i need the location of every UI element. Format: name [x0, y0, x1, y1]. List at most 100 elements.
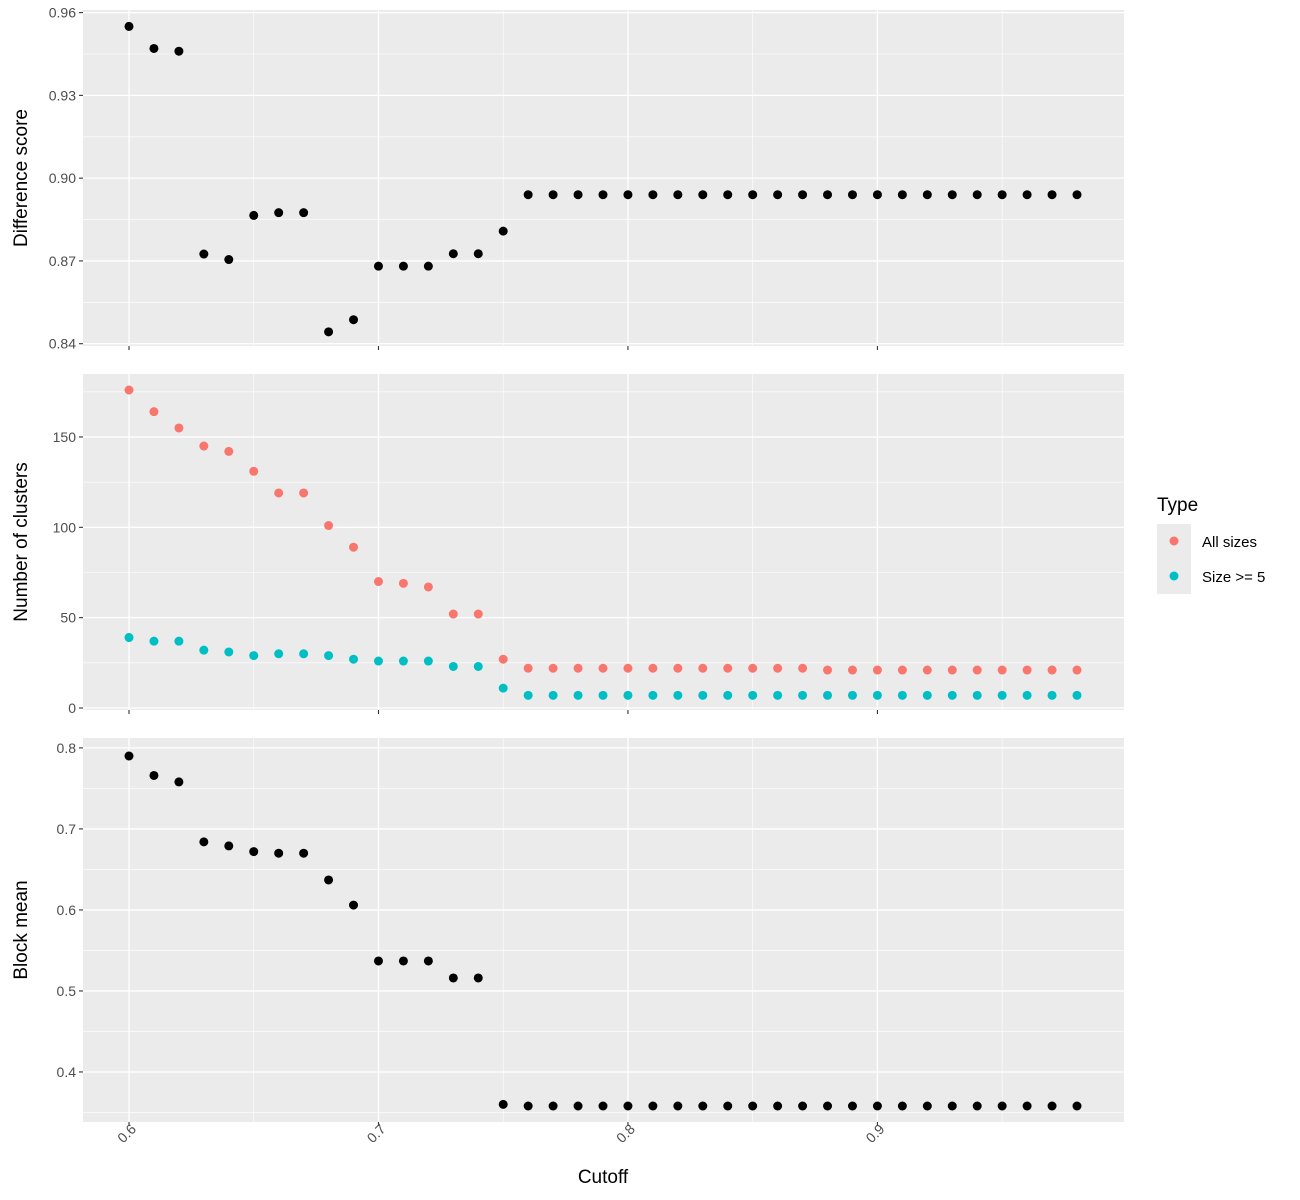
data-point — [1072, 1101, 1082, 1111]
data-point — [823, 690, 833, 700]
data-point — [124, 633, 134, 643]
data-point — [847, 665, 857, 675]
data-point — [773, 690, 783, 700]
data-point — [922, 1101, 932, 1111]
data-point — [1047, 690, 1057, 700]
data-point — [224, 647, 234, 657]
data-point — [922, 690, 932, 700]
data-point — [249, 466, 259, 476]
data-point — [373, 656, 383, 666]
data-point — [349, 315, 359, 325]
data-point — [299, 848, 309, 858]
data-point — [423, 582, 433, 592]
x-tick-label: 0.7 — [364, 1121, 389, 1146]
legend-key-background — [1157, 524, 1191, 594]
data-point — [798, 663, 808, 673]
data-point — [773, 190, 783, 200]
data-point — [972, 1101, 982, 1111]
y-tick-label: 0.87 — [49, 253, 76, 269]
data-point — [997, 690, 1007, 700]
data-point — [872, 1101, 882, 1111]
data-point — [423, 656, 433, 666]
data-point — [798, 1101, 808, 1111]
data-point — [199, 837, 209, 847]
data-point — [324, 651, 334, 661]
data-point — [498, 1099, 508, 1109]
data-point — [523, 663, 533, 673]
data-point — [224, 841, 234, 851]
data-point — [723, 1101, 733, 1111]
data-point — [997, 1101, 1007, 1111]
data-point — [1022, 690, 1032, 700]
data-point — [199, 249, 209, 259]
data-point — [673, 663, 683, 673]
data-point — [324, 521, 334, 531]
data-point — [972, 690, 982, 700]
data-point — [473, 973, 483, 983]
y-tick-label: 0.93 — [49, 87, 76, 103]
data-point — [473, 609, 483, 619]
data-point — [199, 441, 209, 451]
data-point — [872, 665, 882, 675]
data-point — [698, 690, 708, 700]
data-point — [1022, 190, 1032, 200]
data-point — [997, 665, 1007, 675]
data-point — [349, 654, 359, 664]
data-point — [373, 261, 383, 271]
data-point — [648, 690, 658, 700]
data-point — [798, 190, 808, 200]
data-point — [174, 636, 184, 646]
data-point — [922, 190, 932, 200]
data-point — [573, 690, 583, 700]
data-point — [847, 190, 857, 200]
data-point — [698, 1101, 708, 1111]
data-point — [149, 770, 159, 780]
data-point — [897, 1101, 907, 1111]
data-point — [773, 1101, 783, 1111]
data-point — [623, 190, 633, 200]
data-point — [249, 651, 259, 661]
data-point — [448, 661, 458, 671]
data-point — [448, 249, 458, 259]
data-point — [299, 208, 309, 218]
y-tick-label: 0.4 — [57, 1064, 77, 1080]
data-point — [598, 1101, 608, 1111]
x-tick-label: 0.6 — [114, 1121, 139, 1146]
data-point — [573, 663, 583, 673]
data-point — [149, 43, 159, 53]
data-point — [598, 690, 608, 700]
data-point — [673, 190, 683, 200]
data-point — [473, 249, 483, 259]
data-point — [897, 665, 907, 675]
data-point — [947, 190, 957, 200]
y-tick-label: 0.7 — [57, 821, 77, 837]
data-point — [523, 690, 533, 700]
data-point — [274, 848, 284, 858]
data-point — [773, 663, 783, 673]
data-point — [573, 190, 583, 200]
data-point — [997, 190, 1007, 200]
y-tick-label: 0.90 — [49, 170, 76, 186]
data-point — [548, 190, 558, 200]
data-point — [648, 1101, 658, 1111]
data-point — [398, 578, 408, 588]
y-tick-label: 0.6 — [57, 902, 77, 918]
data-point — [548, 663, 558, 673]
data-point — [498, 226, 508, 236]
data-point — [274, 208, 284, 218]
y-tick-label: 150 — [53, 429, 77, 445]
data-point — [673, 1101, 683, 1111]
data-point — [523, 1101, 533, 1111]
data-point — [698, 663, 708, 673]
data-point — [224, 446, 234, 456]
data-point — [748, 690, 758, 700]
data-point — [324, 875, 334, 885]
data-point — [723, 663, 733, 673]
data-point — [349, 900, 359, 910]
series-points — [124, 21, 1082, 337]
data-point — [872, 690, 882, 700]
x-tick-label: 0.8 — [613, 1121, 638, 1146]
data-point — [748, 190, 758, 200]
data-point — [623, 1101, 633, 1111]
panel-background — [83, 738, 1124, 1122]
